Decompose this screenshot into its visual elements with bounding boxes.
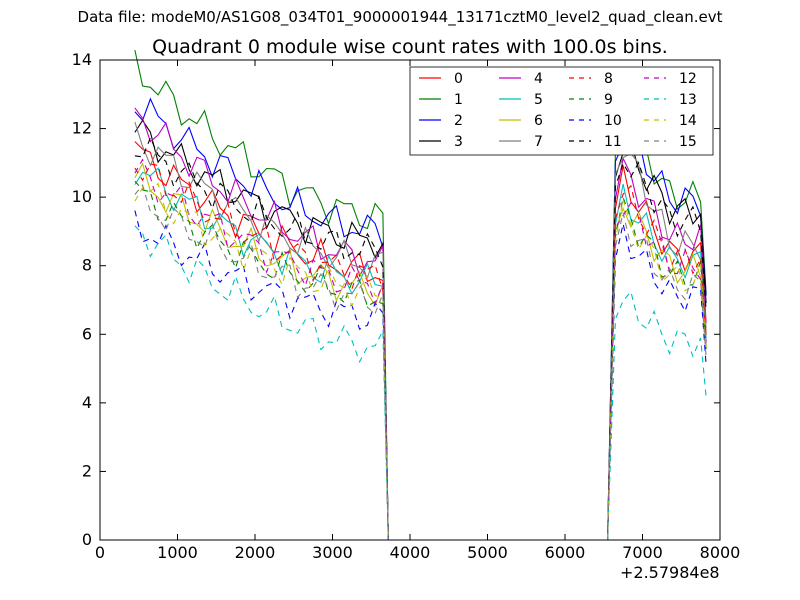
legend-label-11: 11 [604,134,622,150]
x-tick-label: 0 [95,543,105,562]
legend-label-12: 12 [679,71,697,87]
y-tick-label: 2 [82,461,92,480]
series-line-10 [134,210,707,541]
y-tick-label: 8 [82,256,92,275]
x-tick-label: 4000 [390,543,431,562]
figure-suptitle: Data file: modeM0/AS1G08_034T01_90000019… [77,8,723,26]
legend-label-4: 4 [534,71,543,87]
series-line-9 [134,180,707,541]
series-line-3 [134,119,707,541]
y-tick-label: 4 [82,393,92,412]
legend-label-0: 0 [454,71,463,87]
series-line-0 [134,141,707,541]
axis-ticks: 0 1000 2000 3000 4000 5000 6000 7000 80000246810… [72,50,741,562]
legend-label-2: 2 [454,113,463,129]
series-line-4 [134,107,707,541]
x-tick-label: 8000 [700,543,741,562]
y-tick-label: 12 [72,119,92,138]
y-tick-label: 10 [72,187,92,206]
x-tick-label: 7000 [622,543,663,562]
x-tick-label: 2000 [235,543,276,562]
legend-label-3: 3 [454,134,463,150]
legend-label-13: 13 [679,92,697,108]
x-tick-label: 3000 [312,543,353,562]
x-tick-label: 1000 [157,543,198,562]
series-line-14 [134,182,707,541]
series-line-5 [134,167,707,541]
legend-label-9: 9 [604,92,613,108]
legend-box [409,66,714,156]
x-tick-label: 5000 [467,543,508,562]
legend-label-8: 8 [604,71,613,87]
series-line-13 [134,225,707,541]
legend-label-15: 15 [679,134,697,150]
x-tick-label: 6000 [545,543,586,562]
legend-label-7: 7 [534,134,543,150]
legend-label-10: 10 [604,113,622,129]
series-line-12 [134,158,707,541]
legend-label-14: 14 [679,113,697,129]
legend-label-5: 5 [534,92,543,108]
legend-label-6: 6 [534,113,543,129]
series-line-11 [134,136,707,541]
y-tick-label: 0 [82,530,92,549]
series-line-2 [134,97,707,541]
legend-label-1: 1 [454,92,463,108]
x-axis-offset-label: +2.57984e8 [620,563,720,582]
chart-title: Quadrant 0 module wise count rates with … [152,36,668,58]
series-line-7 [134,121,707,541]
y-tick-label: 6 [82,324,92,343]
y-tick-label: 14 [72,50,92,69]
series-line-6 [134,162,707,541]
series-line-15 [134,184,707,541]
series-line-8 [134,163,707,541]
